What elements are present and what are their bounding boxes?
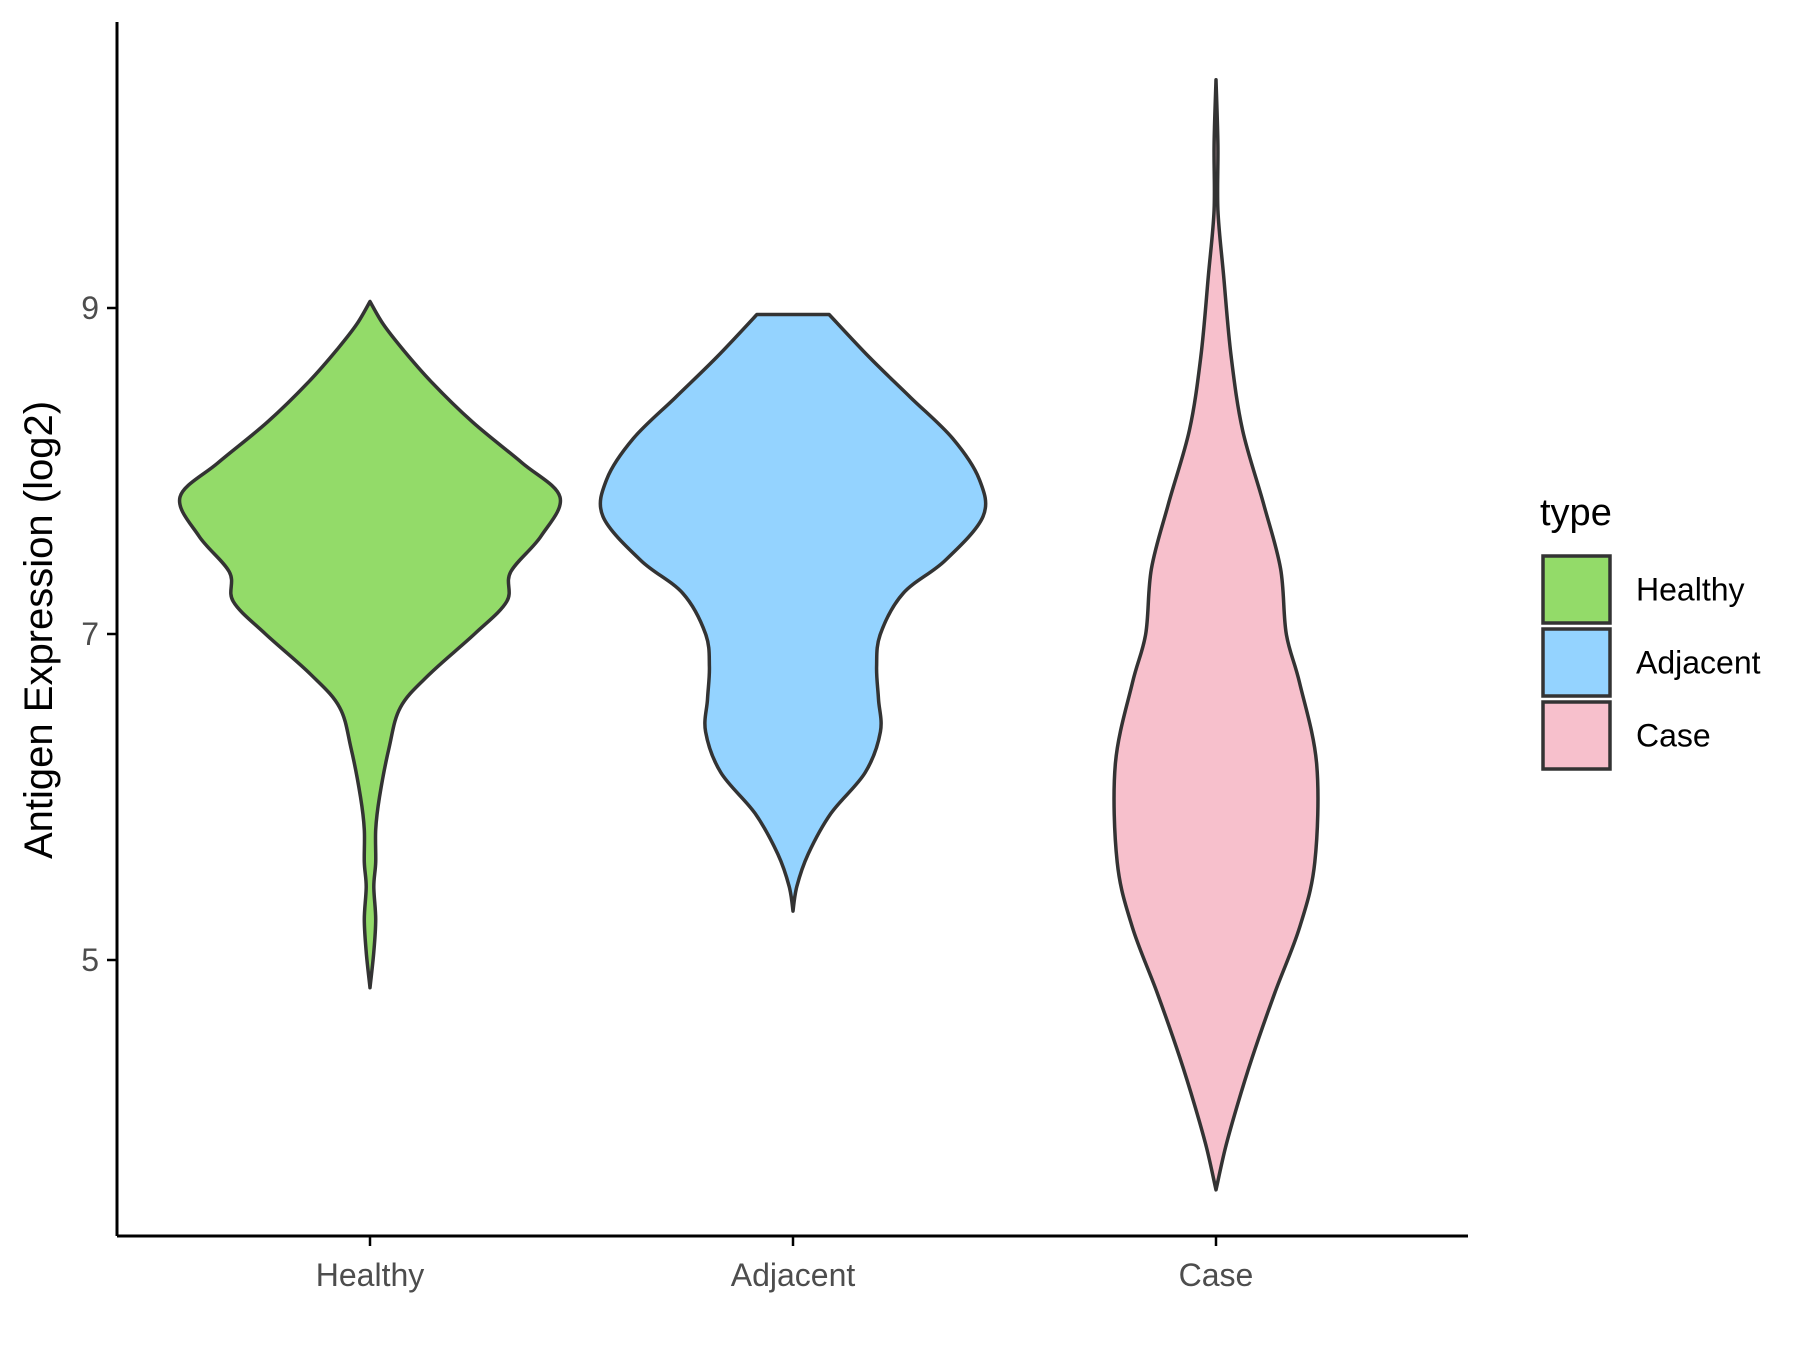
legend-key-healthy: [1541, 554, 1612, 625]
y-tick-label: 5: [81, 942, 99, 978]
x-tick-label: Healthy: [316, 1257, 425, 1293]
violins-group: [177, 78, 1320, 1192]
violin-adjacent: [598, 312, 988, 913]
violin-healthy: [177, 299, 563, 990]
legend-label-case: Case: [1636, 718, 1711, 754]
legend-key-case: [1541, 700, 1612, 771]
x-tick-label: Adjacent: [731, 1257, 856, 1293]
y-tick-label: 7: [81, 616, 99, 652]
y-axis-title: Antigen Expression (log2): [17, 401, 61, 859]
legend-label-adjacent: Adjacent: [1636, 645, 1761, 681]
x-ticks-group: Healthy Adjacent Case: [316, 1236, 1254, 1293]
legend-label-healthy: Healthy: [1636, 572, 1745, 608]
x-tick-label: Case: [1179, 1257, 1254, 1293]
legend-title: type: [1540, 492, 1612, 534]
y-ticks-group: 5 7 9: [81, 290, 117, 978]
legend-entries: Healthy Adjacent Case: [1541, 554, 1761, 771]
legend: type Healthy Adjacent Case: [1540, 492, 1761, 771]
y-tick-label: 9: [81, 290, 99, 326]
legend-key-adjacent: [1541, 627, 1612, 698]
violin-case: [1112, 78, 1320, 1192]
